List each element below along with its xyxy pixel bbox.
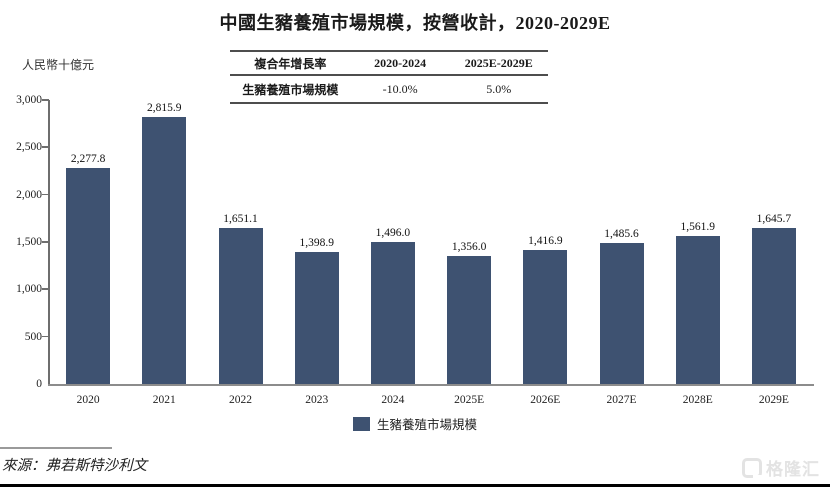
bottom-border [0,484,830,487]
y-axis-tick-label: 2,500 [16,141,42,154]
bar-slot-2029E: 1,645.7 2029E [736,100,812,406]
bar-slot-2020: 2,277.8 2020 [50,100,126,406]
bar-slot-2025E: 1,356.0 2025E [431,100,507,406]
bar-value-label: 1,496.0 [375,227,411,240]
bar-value-label: 1,398.9 [299,236,334,249]
x-axis-label: 2025E [454,394,485,406]
y-axis [48,100,50,384]
cagr-row-label: 生豬養殖市場規模 [242,82,339,97]
bar-value-label: 2,277.8 [70,153,106,166]
y-axis-tick [42,241,49,243]
cagr-table: 複合年增長率 2020-2024 2025E-2029E 生豬養殖市場規模 -1… [230,50,548,104]
y-axis-tick-label: 2,000 [16,188,42,201]
bar [370,242,415,384]
y-axis-unit-label: 人民幣十億元 [22,58,95,72]
bar-value-label: 1,651.1 [223,212,258,225]
gelonghui-logo-text: 格隆汇 [766,460,820,479]
bar [599,243,644,384]
bar [675,236,720,384]
bar [447,255,492,384]
source-text: 來源：弗若斯特沙利文 [2,458,147,474]
bar-value-label: 1,416.9 [528,234,563,247]
x-axis-label: 2021 [152,394,176,406]
bar [751,228,796,384]
legend-label: 生豬養殖市場規模 [376,418,477,432]
bar-slot-2022: 1,651.1 2022 [202,100,278,406]
bar-slot-2027E: 1,485.6 2027E [583,100,659,406]
bar-value-label: 1,485.6 [604,228,639,241]
bar-series: 2,277.8 2020 2,815.9 2021 1,651.1 2022 1,398.9… [50,100,812,406]
chart-title: 中國生豬養殖市場規模，按營收計，2020-2029E [219,13,611,33]
bar-value-label: 2,815.9 [147,102,182,115]
bar-slot-2024: 1,496.0 2024 [355,100,431,406]
y-axis-tick [42,99,49,101]
y-axis-tick-label: 1,500 [16,236,42,248]
y-axis-tick-label: 500 [24,330,42,343]
bar-slot-2023: 1,398.9 2023 [279,100,355,406]
bar [218,227,263,384]
bar [523,249,568,384]
bar-value-label: 1,356.0 [451,240,487,253]
x-axis-label: 2027E [606,394,637,406]
y-axis-tick [42,146,49,148]
x-axis-label: 2028E [682,394,713,406]
y-axis-tick [42,335,49,338]
gelonghui-watermark: 格隆汇 [742,455,820,480]
legend: 生豬養殖市場規模 [0,414,830,433]
cagr-value-2025e-2029e: 5.0% [486,81,512,96]
x-axis-label: 2023 [305,394,329,406]
bar-slot-2021: 2,815.9 2021 [126,100,202,406]
legend-swatch [352,416,370,431]
bar-slot-2026E: 1,416.9 2026E [507,100,583,406]
bar [294,251,339,384]
x-axis-label: 2022 [229,394,252,406]
source-divider [0,447,112,449]
cagr-table-data-row: 生豬養殖市場規模 -10.0% 5.0% [230,76,548,102]
x-axis [48,384,814,386]
x-axis-label: 2024 [381,394,405,406]
x-axis-label: 2029E [758,394,789,406]
bar-value-label: 1,645.7 [756,213,792,226]
x-axis-label: 2020 [76,394,100,406]
bar-slot-2028E: 1,561.9 2028E [660,100,736,406]
y-axis-tick [42,193,49,196]
bar [142,117,187,384]
x-axis-label: 2026E [530,394,561,406]
cagr-header-period-1: 2020-2024 [374,55,427,70]
bar [66,168,111,384]
plot-area: 2,277.8 2020 2,815.9 2021 1,651.1 2022 1,398.9… [16,94,814,406]
cagr-header-period-2: 2025E-2029E [464,55,533,70]
y-axis-tick-label: 1,000 [16,283,42,296]
gelonghui-logo-icon [742,457,762,478]
cagr-table-header-row: 複合年增長率 2020-2024 2025E-2029E [230,52,548,76]
y-axis-tick [42,288,49,290]
cagr-header-metric: 複合年增長率 [254,56,327,71]
cagr-value-2020-2024: -10.0% [382,81,418,96]
bar-value-label: 1,561.9 [680,221,715,234]
y-axis-tick-label: 3,000 [16,94,42,106]
y-axis-tick-label: 0 [36,378,42,390]
